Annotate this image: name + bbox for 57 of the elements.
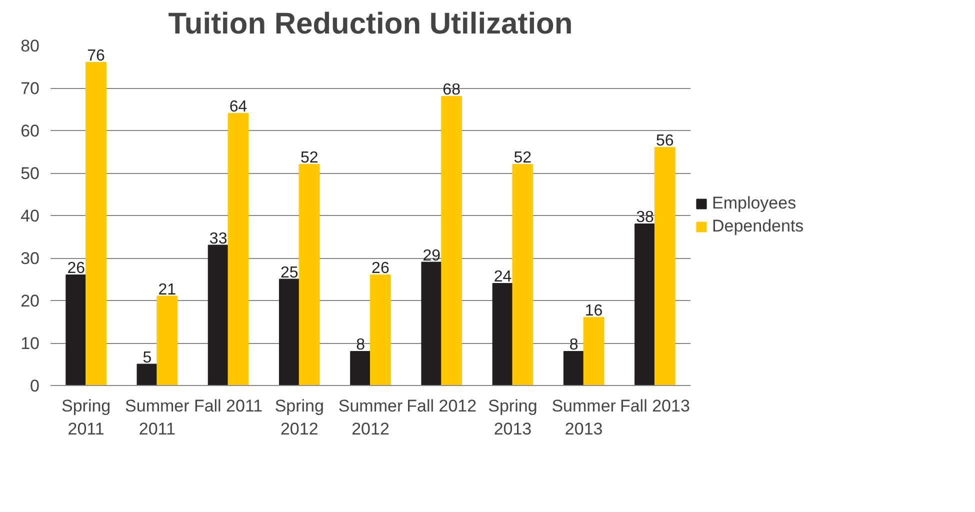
data-label: 25: [280, 264, 298, 282]
x-tick-label: Spring 2012: [274, 396, 324, 438]
x-tick-label: Fall 2013: [620, 396, 690, 416]
bar: [583, 317, 604, 386]
y-tick-label: 60: [20, 122, 40, 140]
data-label: 52: [300, 150, 318, 166]
bar: [441, 96, 462, 386]
data-label: 52: [514, 150, 532, 166]
data-label: 33: [209, 230, 228, 248]
bar: [156, 296, 178, 386]
data-label: 21: [158, 281, 176, 298]
x-tick-label: Summer 2011: [125, 396, 190, 438]
bar: [512, 164, 534, 386]
chart-title: Tuition Reduction Utilization: [168, 8, 573, 40]
data-label: 38: [636, 209, 654, 226]
x-tick-label: Summer 2013: [552, 396, 616, 438]
y-tick-label: 10: [20, 334, 40, 353]
bar: [634, 224, 656, 386]
bar: [66, 274, 87, 386]
x-tick-label: Fall 2011: [194, 396, 263, 416]
bar: [298, 164, 320, 386]
y-tick-label: 30: [20, 249, 40, 268]
data-label: 8: [356, 336, 366, 354]
y-tick-label: 50: [20, 164, 40, 183]
y-tick-label: 40: [20, 206, 40, 226]
y-tick-label: 20: [20, 292, 40, 310]
data-label: 68: [442, 82, 461, 98]
bar: [563, 351, 584, 386]
bar: [278, 278, 300, 386]
bar: [350, 351, 371, 386]
data-label: 76: [87, 48, 106, 64]
y-tick-label: 70: [20, 79, 40, 98]
data-label: 29: [422, 247, 441, 264]
x-tick-label: Summer 2012: [338, 396, 403, 438]
bar: [208, 244, 229, 386]
y-tick-label: 80: [20, 36, 40, 56]
data-label: 26: [67, 260, 86, 277]
data-label: 56: [656, 132, 674, 150]
legend-label: Employees: [712, 194, 796, 214]
data-label: 64: [229, 98, 248, 116]
bar: [370, 274, 391, 386]
legend-label: Dependents: [712, 216, 804, 236]
data-label: 26: [372, 260, 390, 277]
bar: [654, 147, 676, 386]
data-label: 5: [142, 349, 152, 366]
data-label: 8: [569, 336, 578, 354]
data-label: 16: [584, 302, 603, 320]
bar: [492, 283, 514, 386]
bar: [86, 62, 106, 386]
x-tick-label: Spring 2013: [488, 396, 538, 438]
bar: [421, 262, 442, 386]
x-tick-label: Fall 2012: [406, 396, 477, 416]
bar: [136, 364, 158, 386]
y-tick-label: 0: [30, 376, 40, 396]
bar: [228, 113, 249, 386]
x-tick-label: Spring 2011: [61, 396, 111, 438]
data-label: 24: [494, 268, 512, 286]
